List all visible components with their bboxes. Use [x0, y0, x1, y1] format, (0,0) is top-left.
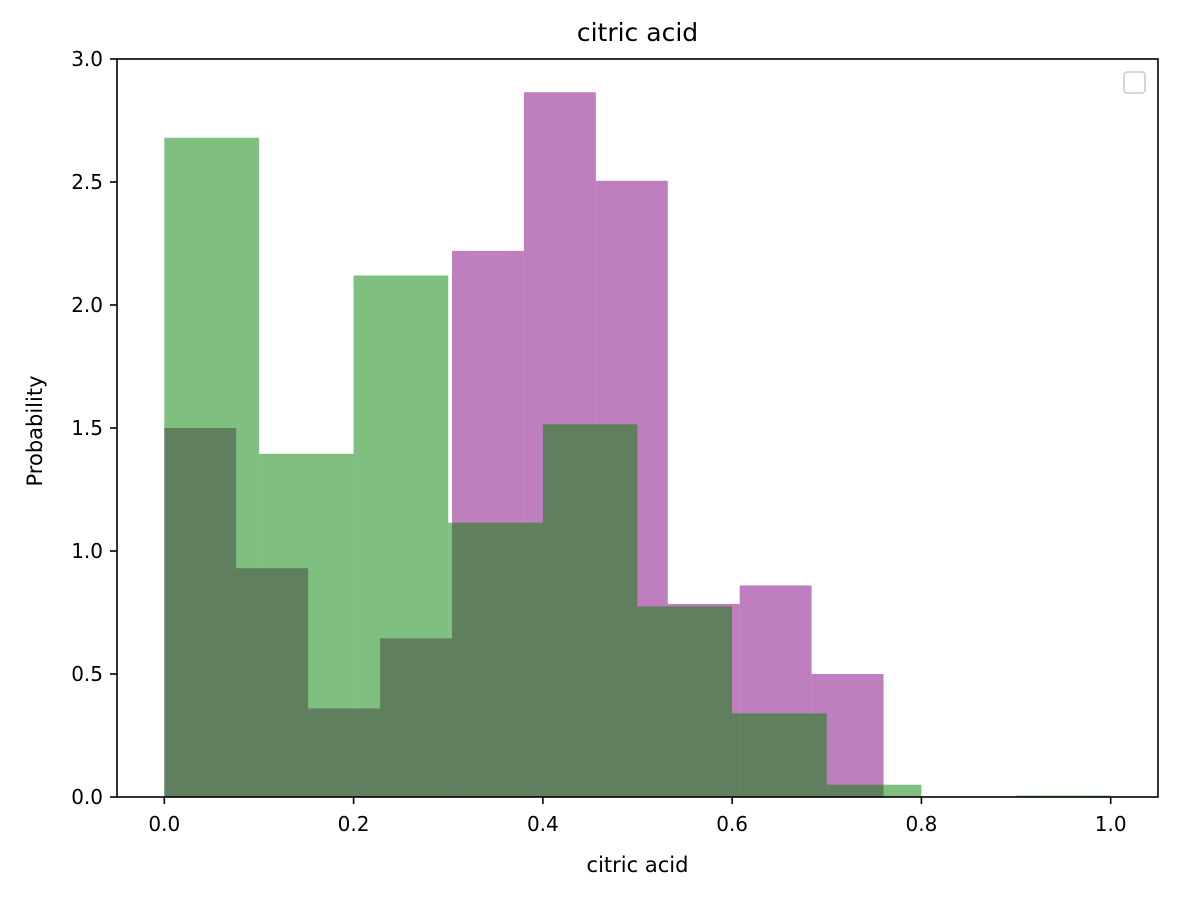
y-tick-label: 0.5 [71, 662, 103, 686]
x-tick-label: 0.4 [527, 812, 559, 836]
x-tick-label: 1.0 [1095, 812, 1127, 836]
x-tick-label: 0.6 [716, 812, 748, 836]
histogram-bar-series-2-bin-5 [542, 424, 638, 797]
y-tick-label: 2.5 [71, 170, 103, 194]
histogram-bar-series-2-bin-1 [164, 137, 259, 798]
y-tick-label: 2.0 [71, 293, 103, 317]
histogram-bars [164, 92, 1111, 798]
y-axis-label: Probability [23, 375, 47, 486]
histogram-bar-series-2-bin-6 [637, 606, 733, 797]
histogram-bar-series-2-bin-2 [258, 453, 354, 797]
y-tick-label: 3.0 [71, 47, 103, 71]
histogram-bar-series-2-bin-3 [353, 275, 449, 798]
x-axis-label: citric acid [587, 853, 689, 877]
y-tick-label: 0.0 [71, 785, 103, 809]
y-tick-label: 1.0 [71, 539, 103, 563]
histogram-bar-series-2-bin-7 [732, 713, 827, 797]
x-tick-label: 0.8 [906, 812, 938, 836]
legend-box [1123, 71, 1146, 94]
histogram-bar-series-2-bin-4 [448, 522, 543, 797]
x-tick-label: 0.0 [148, 812, 180, 836]
histogram-bar-series-2-bin-8 [826, 784, 922, 797]
x-tick-label: 0.2 [338, 812, 370, 836]
y-tick-label: 1.5 [71, 416, 103, 440]
y-axis: 0.0 0.5 1.0 1.5 2.0 2.5 3.0 [71, 47, 117, 809]
x-axis: 0.0 0.2 0.4 0.6 0.8 1.0 [148, 797, 1127, 836]
chart-title: citric acid [577, 18, 698, 47]
